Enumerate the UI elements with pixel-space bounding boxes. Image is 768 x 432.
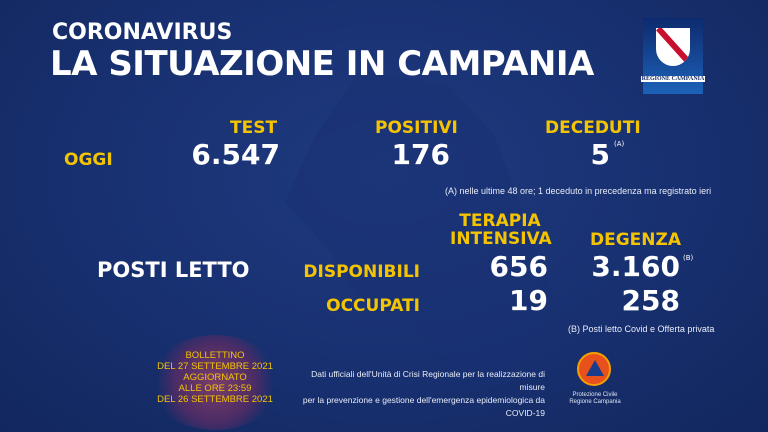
test-value: 6.547 (191, 138, 280, 171)
footer-text: Dati ufficiali dell'Unità di Crisi Regio… (285, 368, 545, 420)
degenza-footnote-mark: (B) (683, 254, 694, 262)
deceduti-value: 5 (590, 138, 610, 171)
deceduti-label: DECEDUTI (545, 118, 641, 138)
positivi-value: 176 (391, 138, 450, 171)
test-label: TEST (230, 118, 278, 138)
bulletin-line: AGGIORNATO (183, 372, 247, 383)
bulletin-line: ALLE ORE 23:59 (178, 383, 252, 394)
protezione-civile-text: Protezione Civile Regione Campania (565, 392, 625, 406)
subtitle: CORONAVIRUS (52, 20, 233, 45)
bulletin-line: DEL 27 SETTEMBRE 2021 (157, 361, 273, 372)
ti-label-line2: INTENSIVA (450, 229, 552, 249)
triangle-icon (586, 360, 604, 376)
deceduti-note: (A) nelle ultime 48 ore; 1 deceduto in p… (445, 186, 712, 196)
degenza-disponibili-value: 3.160 (591, 250, 680, 283)
degenza-note: (B) Posti letto Covid e Offerta privata (568, 324, 715, 334)
terapia-intensiva-label: TERAPIA INTENSIVA (450, 211, 552, 249)
ti-label-line1: TERAPIA (459, 211, 541, 231)
protezione-line: Protezione Civile (572, 392, 618, 398)
oggi-label: OGGI (64, 150, 113, 170)
disponibili-label: DISPONIBILI (303, 262, 420, 282)
footer-line: Dati ufficiali dell'Unità di Crisi Regio… (311, 369, 545, 392)
degenza-occupati-value: 258 (621, 284, 680, 317)
regione-logo: REGIONE CAMPANIA (641, 18, 705, 94)
coat-of-arms-icon (656, 28, 690, 66)
degenza-label: DEGENZA (590, 230, 682, 250)
footer-line: per la prevenzione e gestione dell'emerg… (302, 395, 545, 418)
posti-letto-label: POSTI LETTO (97, 258, 250, 282)
occupati-label: OCCUPATI (326, 296, 420, 316)
deceduti-footnote-mark: (A) (614, 140, 625, 148)
bulletin-info: BOLLETTINO DEL 27 SETTEMBRE 2021 AGGIORN… (150, 350, 280, 405)
ti-occupati-value: 19 (509, 284, 548, 317)
positivi-label: POSITIVI (375, 118, 458, 138)
bulletin-line: DEL 26 SETTEMBRE 2021 (157, 394, 273, 405)
bulletin-line: BOLLETTINO (185, 350, 245, 361)
ti-disponibili-value: 656 (489, 250, 548, 283)
virus-icon (150, 335, 280, 430)
page-title: LA SITUAZIONE IN CAMPANIA (50, 44, 594, 84)
protezione-line: Regione Campania (569, 399, 621, 405)
protezione-civile-logo (577, 352, 611, 386)
logo-text: REGIONE CAMPANIA (641, 76, 705, 82)
